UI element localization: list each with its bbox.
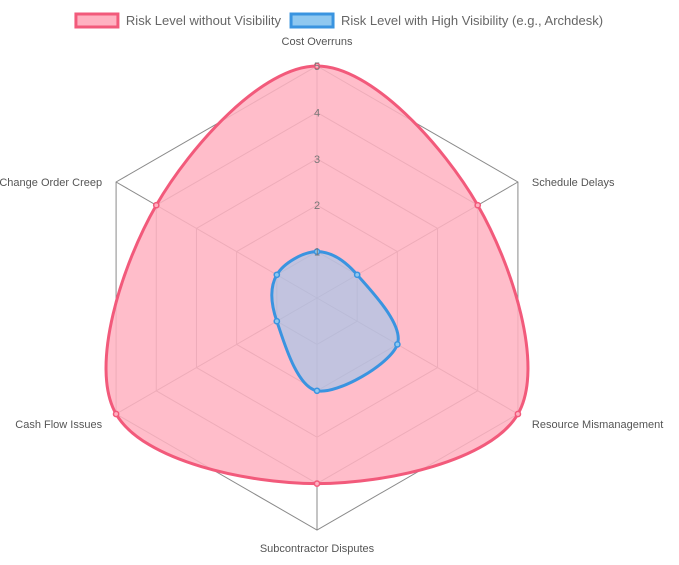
axis-label-cost-overruns: Cost Overruns <box>282 36 353 48</box>
series-2-point-schedule-delays[interactable] <box>353 271 361 279</box>
radar-axis-labels: Cost Overruns Schedule Delays Resource Mis… <box>0 36 663 555</box>
series-1-point-change-order-creep[interactable] <box>152 201 160 209</box>
radar-series <box>104 62 530 487</box>
legend-label-1: Risk Level without Visibility <box>126 13 282 28</box>
legend-swatch-1 <box>74 12 120 29</box>
tick-label-3: 3 <box>314 154 320 166</box>
series-1-point-resource-mismanagement[interactable] <box>514 410 522 418</box>
axis-label-change-order-creep: Change Order Creep <box>0 177 102 189</box>
series-2-point-subcontractor-disputes[interactable] <box>313 387 321 395</box>
series-2-point-resource-mismanagement[interactable] <box>394 341 401 348</box>
series-2-point-change-order-creep[interactable] <box>273 271 281 279</box>
series-1-point-cost-overruns[interactable] <box>313 62 321 70</box>
axis-label-resource-mismanagement: Resource Mismanagement <box>532 419 663 431</box>
tick-label-2: 2 <box>314 200 320 212</box>
legend-label-2: Risk Level with High Visibility (e.g., A… <box>341 13 603 28</box>
axis-label-subcontractor-disputes: Subcontractor Disputes <box>260 543 375 555</box>
legend-swatch-2 <box>289 12 335 29</box>
axis-label-schedule-delays: Schedule Delays <box>532 177 615 189</box>
series-1-point-cash-flow-issues[interactable] <box>112 410 120 418</box>
series-2-point-cash-flow-issues[interactable] <box>273 317 281 325</box>
tick-label-5: 5 <box>314 61 320 73</box>
legend-item-2[interactable]: Risk Level with High Visibility (e.g., A… <box>289 12 603 29</box>
series-2 <box>270 248 401 395</box>
axis-label-cash-flow-issues: Cash Flow Issues <box>15 419 102 431</box>
legend-item-1[interactable]: Risk Level without Visibility <box>74 12 282 29</box>
tick-label-4: 4 <box>314 107 320 119</box>
radar-tick-labels: 1 2 3 4 5 <box>314 61 320 259</box>
series-1-point-subcontractor-disputes[interactable] <box>313 480 321 487</box>
series-1-point-schedule-delays[interactable] <box>474 201 482 209</box>
legend[interactable]: Risk Level without Visibility Risk Level … <box>74 12 603 29</box>
tick-label-1: 1 <box>314 247 320 259</box>
series-2-point-cost-overruns[interactable] <box>313 248 321 255</box>
